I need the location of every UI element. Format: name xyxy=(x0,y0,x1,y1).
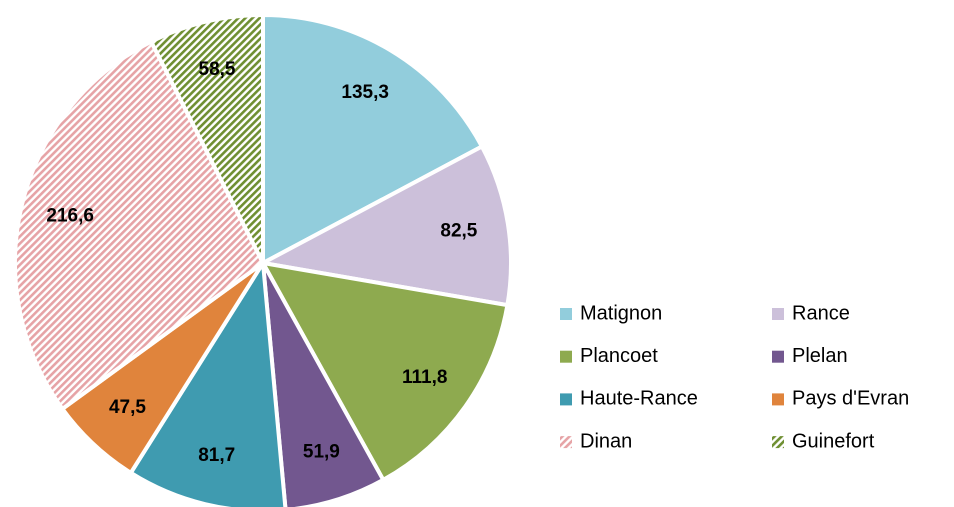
value-label: 81,7 xyxy=(198,445,235,466)
pie-slice xyxy=(261,262,386,507)
legend-swatch xyxy=(772,436,784,449)
value-label: 135,3 xyxy=(341,82,389,103)
value-label: 47,5 xyxy=(109,397,146,418)
value-label: 58,5 xyxy=(199,59,236,80)
value-label: 216,6 xyxy=(46,205,94,226)
legend-label: Plelan xyxy=(792,345,848,367)
value-label: 82,5 xyxy=(440,221,477,242)
legend-label: Matignon xyxy=(580,302,662,324)
pie-slice xyxy=(128,256,288,507)
legend-swatch xyxy=(560,436,572,449)
legend-label: Haute-Rance xyxy=(580,388,698,410)
legend-label: Pays d'Evran xyxy=(792,388,909,410)
pie-slice xyxy=(13,38,266,412)
pie-slice xyxy=(148,12,265,264)
legend-swatch xyxy=(772,350,784,363)
legend-label: Dinan xyxy=(580,430,632,452)
pie-slice xyxy=(259,260,510,483)
legend-swatch xyxy=(560,308,572,320)
legend-label: Rance xyxy=(792,302,850,324)
legend-swatch xyxy=(560,350,572,363)
legend-swatch xyxy=(560,393,572,406)
value-label: 51,9 xyxy=(303,442,340,463)
legend-swatch xyxy=(772,393,784,406)
pie-slice xyxy=(256,143,513,308)
pie-slice xyxy=(261,12,485,267)
legend-label: Plancoet xyxy=(580,345,658,367)
legend-label: Guinefort xyxy=(792,430,875,452)
legend-swatch xyxy=(772,308,784,320)
value-label: 111,8 xyxy=(402,367,447,388)
